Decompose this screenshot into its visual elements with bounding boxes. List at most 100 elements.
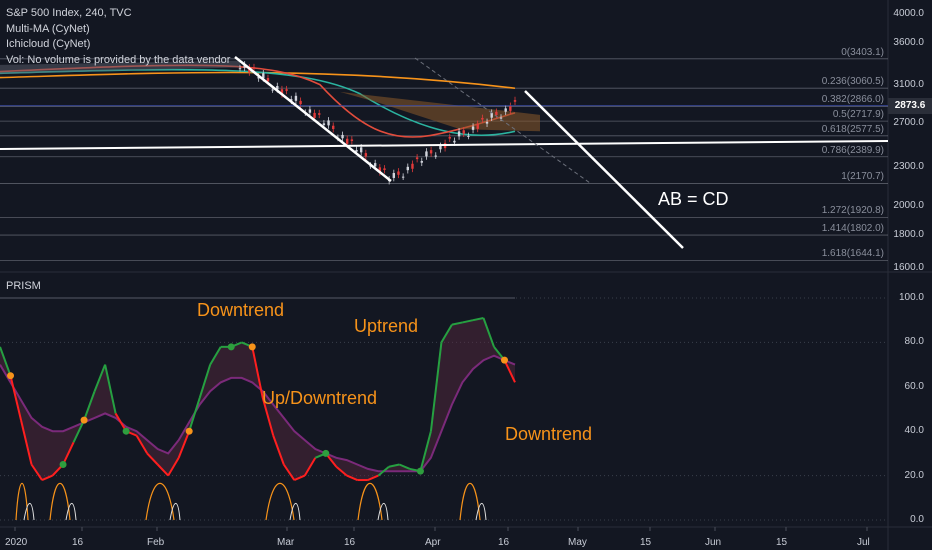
downtrend-right-note: Downtrend — [505, 424, 593, 444]
candle-body — [322, 123, 326, 126]
crossover-dot — [59, 461, 67, 468]
candle-body — [262, 73, 265, 79]
candle-body — [308, 109, 312, 113]
prism-panel — [0, 317, 516, 521]
candle-body — [481, 117, 484, 120]
price-tick-label: 2300.0 — [893, 161, 924, 173]
prism-segment — [93, 364, 107, 392]
crossover-dot — [7, 372, 15, 380]
crossover-dot — [185, 427, 193, 435]
osc-bump-white — [23, 502, 35, 521]
fib-level-label: 1.272(1920.8) — [821, 205, 884, 217]
x-tick-label: Mar — [277, 537, 295, 548]
crossover-dot — [80, 416, 88, 424]
fib-level-label: 0.5(2717.9) — [832, 109, 884, 121]
prism-segment — [62, 441, 75, 465]
candle-body — [471, 126, 475, 130]
osc-bump — [15, 483, 29, 521]
prism-segment — [177, 430, 191, 459]
osc-bump — [459, 483, 481, 521]
osc-bump-white — [475, 502, 487, 521]
prism-label[interactable]: PRISM — [6, 280, 41, 292]
x-tick-label: May — [568, 537, 587, 548]
pattern-note: AB = CD — [658, 189, 729, 209]
price-tick-label: 3600.0 — [893, 37, 924, 49]
prism-segment — [30, 463, 43, 481]
candle-body — [392, 173, 396, 178]
candle-body — [350, 139, 354, 142]
candle-body — [499, 117, 503, 119]
indicator-ichicloud[interactable]: Ichicloud (CyNet) — [6, 38, 91, 50]
candle-body — [294, 95, 298, 101]
candle-body — [495, 111, 498, 116]
crossover-dot — [500, 356, 508, 364]
prism-segment — [41, 474, 53, 481]
candle-body — [513, 100, 517, 102]
crossover-dot — [248, 343, 256, 351]
candle-body — [453, 140, 456, 143]
prism-segment — [335, 465, 348, 477]
candle-body — [411, 163, 414, 169]
osc-bump-white — [65, 502, 77, 521]
price-tick-label: 4000.0 — [893, 8, 924, 19]
prism-tick-label: 0.0 — [910, 514, 924, 525]
osc-bump-white — [289, 502, 301, 521]
candle-body — [252, 67, 256, 69]
trendline-ab — [234, 56, 392, 182]
candle-body — [359, 147, 363, 153]
projection-line — [414, 57, 591, 184]
price-tick-label: 2000.0 — [893, 200, 924, 212]
x-tick-label: 16 — [72, 537, 84, 548]
candle-body — [257, 76, 260, 79]
prism-segment — [198, 364, 212, 399]
fib-level-label: 1.414(1802.0) — [821, 223, 884, 235]
x-tick-label: 15 — [640, 537, 652, 548]
prism-tick-label: 20.0 — [904, 469, 924, 481]
prism-segment — [135, 435, 149, 454]
legend: S&P 500 Index, 240, TVC Multi-MA (CyNet)… — [6, 6, 230, 68]
prism-segment — [388, 463, 400, 468]
ichimoku-cloud-early — [0, 60, 240, 75]
prism-segment — [398, 463, 411, 470]
candle-body — [364, 153, 368, 157]
prism-segment — [429, 342, 443, 432]
prism-segment — [83, 390, 96, 421]
prism-segment — [272, 435, 285, 465]
symbol-line[interactable]: S&P 500 Index, 240, TVC — [6, 7, 132, 19]
last-price-badge: 2873.6 — [888, 98, 932, 114]
fib-levels — [0, 58, 888, 261]
prism-segment — [503, 359, 516, 383]
price-tick-label: 1600.0 — [893, 262, 924, 273]
price-tick-label: 3100.0 — [893, 78, 924, 90]
candle-body — [378, 167, 382, 173]
fib-level-label: 0.786(2389.9) — [821, 144, 884, 156]
prism-segment — [367, 474, 379, 481]
candle-body — [439, 145, 442, 150]
volume-note: Vol: No volume is provided by the data v… — [6, 53, 231, 66]
candle-body — [373, 163, 377, 167]
x-tick-label: Apr — [425, 537, 441, 548]
crossover-dot — [416, 467, 424, 475]
prism-segment — [156, 463, 169, 477]
candle-body — [509, 105, 512, 111]
candle-body — [266, 78, 270, 82]
prism-segment — [451, 321, 463, 326]
candle-body — [318, 113, 321, 115]
candle-body — [355, 149, 358, 152]
indicator-multi-ma[interactable]: Multi-MA (CyNet) — [6, 22, 90, 35]
trend-drawings — [0, 56, 889, 249]
candle-body — [425, 151, 428, 157]
candle-body — [448, 136, 451, 139]
prism-segment — [167, 457, 180, 477]
x-tick-label: Feb — [147, 537, 165, 548]
ichimoku-cloud — [340, 91, 540, 132]
candle-body — [490, 112, 493, 118]
prism-segment — [377, 465, 390, 477]
candle-body — [462, 130, 465, 134]
candle-body — [341, 134, 344, 139]
candle-body — [290, 99, 293, 101]
price-tick-label: 1800.0 — [893, 229, 924, 241]
ma-mid-line — [0, 68, 516, 137]
